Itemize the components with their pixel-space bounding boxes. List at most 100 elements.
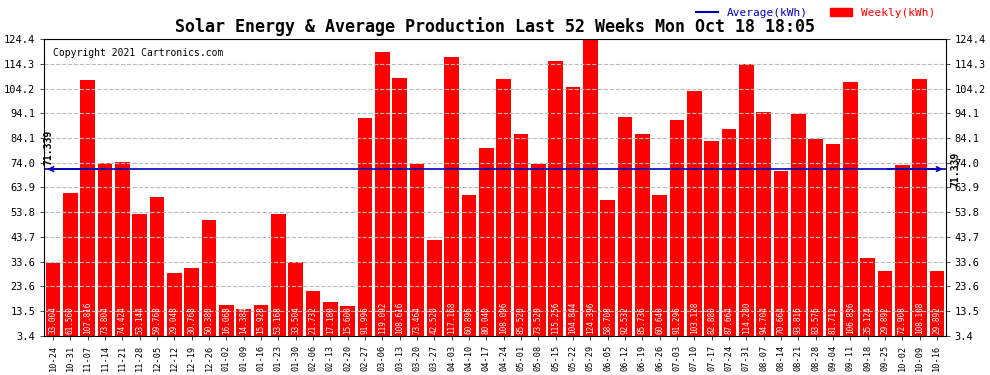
Text: 94.704: 94.704 (759, 307, 768, 334)
Text: 85.520: 85.520 (517, 307, 526, 334)
Bar (253, 305, 268, 344)
Text: 29.892: 29.892 (933, 307, 941, 334)
Bar (548, 62, 563, 344)
Bar (149, 197, 164, 344)
Text: 91.296: 91.296 (672, 307, 681, 334)
Text: 106.836: 106.836 (845, 302, 854, 334)
Bar (635, 134, 649, 344)
Bar (496, 79, 511, 344)
Bar (219, 304, 234, 344)
Title: Solar Energy & Average Production Last 52 Weeks Mon Oct 18 18:05: Solar Energy & Average Production Last 5… (175, 17, 815, 36)
Bar (600, 200, 615, 344)
Bar (722, 129, 737, 344)
Text: 124.396: 124.396 (586, 302, 595, 334)
Bar (63, 193, 78, 344)
Text: 115.256: 115.256 (551, 302, 560, 334)
Text: 50.380: 50.380 (205, 307, 214, 334)
Text: 14.384: 14.384 (240, 307, 248, 334)
Bar (930, 271, 944, 344)
Text: 72.908: 72.908 (898, 307, 907, 334)
Text: 92.532: 92.532 (621, 307, 630, 334)
Text: 60.896: 60.896 (464, 307, 473, 334)
Bar (618, 117, 633, 344)
Text: 29.048: 29.048 (170, 307, 179, 334)
Bar (687, 91, 702, 344)
Text: 35.124: 35.124 (863, 307, 872, 334)
Bar (826, 144, 841, 344)
Bar (704, 141, 719, 344)
Text: 59.768: 59.768 (152, 307, 161, 334)
Text: 107.816: 107.816 (83, 302, 92, 334)
Text: 33.504: 33.504 (291, 307, 300, 334)
Bar (860, 258, 875, 344)
Text: 91.996: 91.996 (360, 307, 369, 334)
Bar (167, 273, 182, 344)
Text: 83.576: 83.576 (811, 307, 820, 334)
Bar (739, 64, 753, 344)
Bar (184, 268, 199, 344)
Text: 108.108: 108.108 (915, 302, 924, 334)
Text: 93.816: 93.816 (794, 307, 803, 334)
Bar (773, 171, 788, 344)
Text: 82.880: 82.880 (707, 307, 716, 334)
Bar (652, 195, 667, 344)
Bar (357, 118, 372, 344)
Text: 104.844: 104.844 (568, 302, 577, 334)
Text: 71.339: 71.339 (43, 130, 52, 165)
Bar (133, 214, 148, 344)
Text: 21.732: 21.732 (309, 307, 318, 334)
Text: 73.464: 73.464 (413, 307, 422, 334)
Legend: Average(kWh), Weekly(kWh): Average(kWh), Weekly(kWh) (691, 3, 940, 22)
Text: 73.520: 73.520 (534, 307, 543, 334)
Bar (583, 39, 598, 344)
Text: 15.600: 15.600 (344, 307, 352, 334)
Text: 108.096: 108.096 (499, 302, 508, 334)
Text: 117.168: 117.168 (447, 302, 456, 334)
Text: 119.092: 119.092 (378, 302, 387, 334)
Bar (80, 80, 95, 344)
Text: 30.768: 30.768 (187, 307, 196, 334)
Text: 71.339: 71.339 (950, 152, 960, 187)
Text: 87.664: 87.664 (725, 307, 734, 334)
Bar (531, 164, 545, 344)
Text: 108.616: 108.616 (395, 302, 404, 334)
Text: 81.712: 81.712 (829, 307, 838, 334)
Bar (565, 87, 580, 344)
Text: 73.804: 73.804 (101, 307, 110, 334)
Bar (514, 134, 529, 344)
Text: 15.928: 15.928 (256, 307, 265, 334)
Text: 53.144: 53.144 (136, 307, 145, 334)
Bar (306, 291, 321, 344)
Bar (427, 240, 442, 344)
Bar (237, 309, 251, 344)
Bar (392, 78, 407, 344)
Text: 53.168: 53.168 (274, 307, 283, 334)
Bar (98, 163, 113, 344)
Text: 114.280: 114.280 (742, 302, 750, 334)
Bar (912, 79, 927, 344)
Text: 17.180: 17.180 (326, 307, 335, 334)
Text: 85.736: 85.736 (638, 307, 646, 334)
Text: 80.040: 80.040 (482, 307, 491, 334)
Text: 29.892: 29.892 (880, 307, 889, 334)
Bar (375, 52, 390, 344)
Text: 70.664: 70.664 (776, 307, 785, 334)
Bar (808, 139, 823, 344)
Text: 16.068: 16.068 (222, 307, 231, 334)
Bar (341, 306, 355, 344)
Text: 60.640: 60.640 (655, 307, 664, 334)
Bar (669, 120, 684, 344)
Text: 74.424: 74.424 (118, 307, 127, 334)
Bar (323, 302, 338, 344)
Bar (271, 214, 286, 344)
Text: 58.708: 58.708 (603, 307, 612, 334)
Bar (756, 112, 771, 344)
Bar (791, 114, 806, 344)
Bar (46, 263, 60, 344)
Bar (479, 148, 494, 344)
Text: 42.520: 42.520 (430, 307, 439, 334)
Bar (410, 164, 425, 344)
Bar (842, 82, 857, 344)
Text: 61.560: 61.560 (66, 307, 75, 334)
Bar (288, 262, 303, 344)
